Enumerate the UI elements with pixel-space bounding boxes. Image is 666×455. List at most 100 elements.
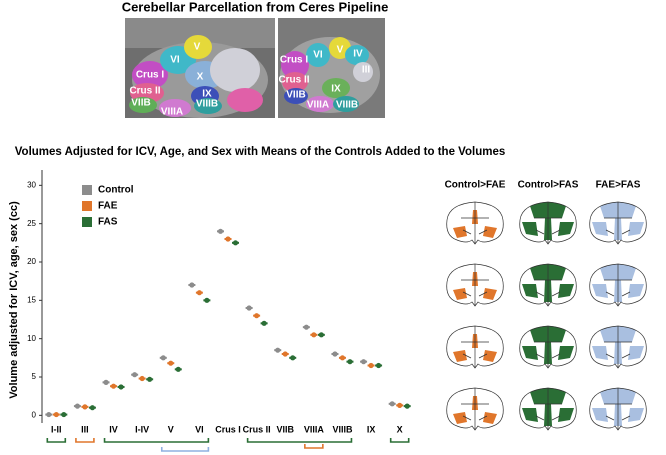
point [53, 411, 59, 418]
outline [519, 263, 577, 307]
point [290, 355, 296, 361]
x-tick-label: VI [195, 424, 204, 434]
point [368, 362, 374, 369]
brain-label: IX [331, 84, 341, 95]
region [558, 346, 574, 360]
brain-label: Crus II [278, 75, 309, 86]
point [74, 403, 81, 409]
cerebellum-map [519, 263, 577, 307]
x-tick-label: Crus I [215, 424, 241, 434]
bracket [75, 438, 95, 443]
outline [589, 263, 647, 307]
region [522, 222, 538, 236]
legend-label: FAE [98, 201, 118, 212]
brain-label: VIIB [131, 98, 150, 109]
brain-label: Crus I [280, 55, 309, 66]
point [147, 376, 153, 382]
outline [519, 325, 577, 369]
bracket [246, 438, 353, 443]
region [592, 408, 608, 422]
point [254, 313, 260, 319]
outline [589, 201, 647, 245]
point [82, 404, 88, 410]
brain-label: VI [313, 50, 323, 61]
brain-label: VIIIA [161, 107, 183, 118]
x-tick-label: III [81, 424, 89, 434]
point [168, 360, 174, 366]
region [558, 408, 574, 422]
brain-label: VIIB [286, 90, 305, 101]
point [375, 362, 382, 369]
point [103, 379, 109, 385]
brain-label: V [194, 42, 201, 53]
point [225, 236, 231, 242]
brain-image-left [125, 18, 275, 118]
bracket [103, 438, 210, 443]
figure-title: Cerebellar Parcellation from Ceres Pipel… [122, 0, 389, 14]
y-tick-label: 25 [27, 219, 36, 228]
cerebellum-map [446, 201, 504, 245]
region [592, 346, 608, 360]
region [628, 408, 644, 422]
region [522, 284, 538, 298]
brain-label: VIIIB [336, 100, 358, 111]
point [196, 290, 202, 296]
point [303, 324, 309, 330]
point [318, 332, 324, 338]
point [46, 411, 52, 418]
point [339, 355, 346, 361]
region [483, 288, 497, 300]
region [453, 288, 467, 300]
y-tick-label: 15 [27, 295, 36, 304]
bracket [160, 447, 210, 452]
point [61, 411, 67, 418]
point [404, 403, 410, 409]
cerebellum-map [589, 263, 647, 307]
point [189, 282, 195, 288]
point [139, 375, 145, 382]
region [483, 226, 497, 238]
brain-label: VIIIA [307, 100, 329, 111]
x-tick-label: VIIIA [304, 424, 325, 434]
x-tick-label: IX [367, 424, 376, 434]
cerebellum-map [446, 325, 504, 369]
region [453, 350, 467, 362]
x-tick-label: X [397, 424, 403, 434]
x-tick-label: Crus II [243, 424, 271, 434]
cerebellum-map [446, 387, 504, 431]
column-header: Control>FAS [518, 180, 579, 191]
region [483, 350, 497, 362]
legend-swatch [82, 201, 92, 211]
y-tick-label: 30 [27, 180, 36, 189]
outline [589, 387, 647, 431]
y-tick-label: 5 [32, 372, 37, 381]
cerebellum-map [519, 387, 577, 431]
brain-label: V [337, 45, 344, 56]
cerebellum-map [519, 325, 577, 369]
outline [446, 263, 504, 307]
region [453, 412, 467, 424]
legend-swatch [82, 217, 92, 227]
outline [446, 325, 504, 369]
point [261, 320, 267, 326]
x-tick-label: I-II [51, 424, 62, 434]
brain-label: Crus II [129, 86, 160, 97]
legend-swatch [82, 185, 92, 195]
x-tick-label: VIIB [276, 424, 294, 434]
brain-label: IV [353, 49, 363, 60]
column-header: FAE>FAS [596, 180, 641, 191]
cerebellum-map [519, 201, 577, 245]
outline [589, 325, 647, 369]
region [558, 222, 574, 236]
brain-label: VI [170, 55, 180, 66]
y-tick-label: 10 [27, 334, 36, 343]
x-tick-label: VIIIB [332, 424, 353, 434]
legend-label: Control [98, 185, 134, 196]
region [628, 222, 644, 236]
point [232, 240, 239, 246]
point [275, 347, 281, 353]
brain-label: VIIIB [196, 99, 218, 110]
region [522, 346, 538, 360]
point [332, 351, 338, 357]
